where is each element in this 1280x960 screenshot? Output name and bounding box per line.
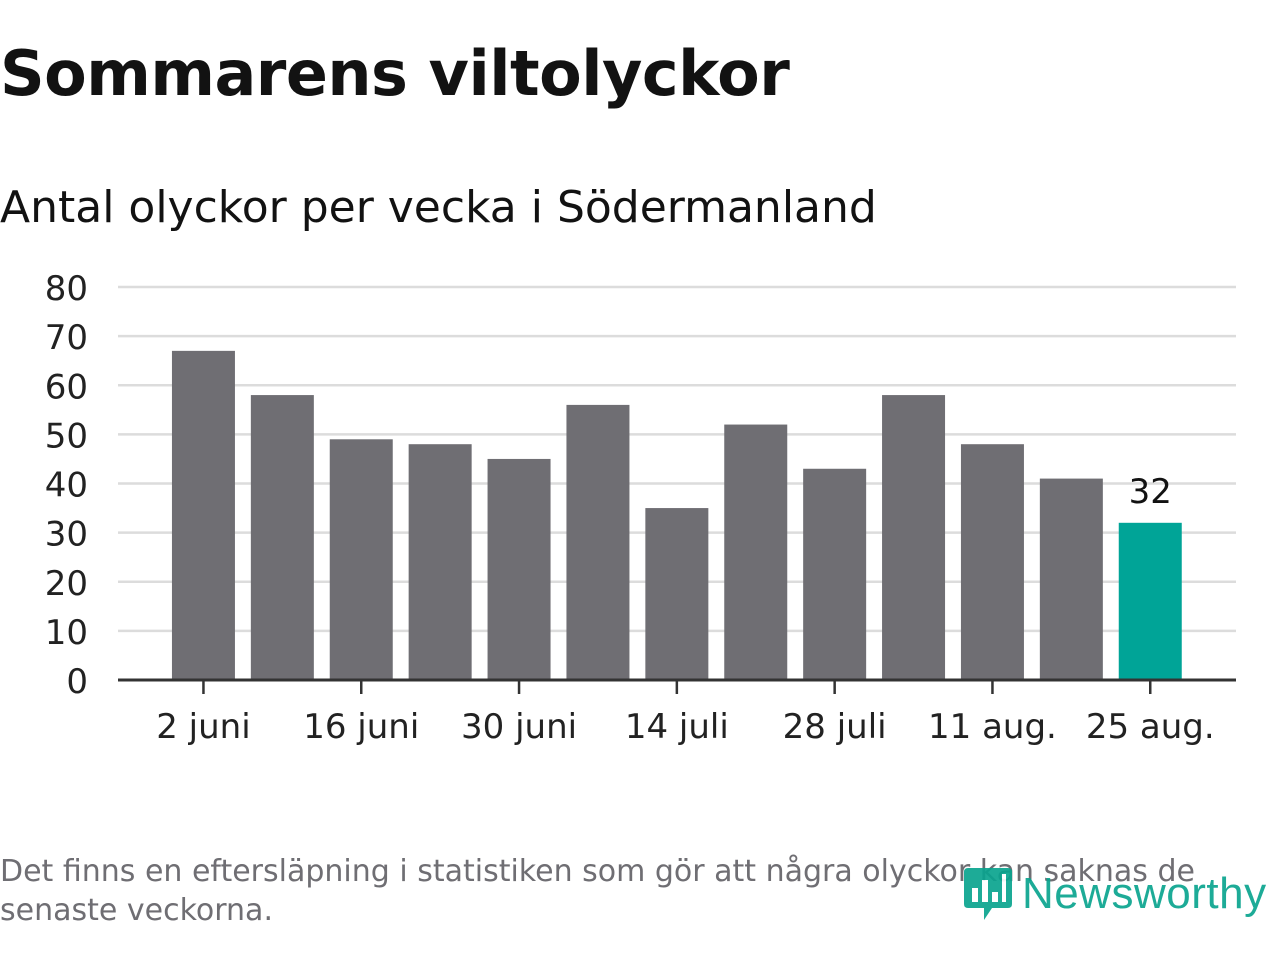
bar (250, 395, 314, 680)
y-tick-label: 60 (45, 367, 88, 407)
y-tick-label: 70 (45, 318, 88, 358)
x-tick-label: 25 aug. (1086, 707, 1215, 747)
bar (882, 395, 946, 680)
y-tick-label: 0 (66, 662, 88, 702)
bar (171, 350, 235, 680)
bar (960, 444, 1024, 680)
data-label: 32 (1129, 472, 1172, 512)
bar (487, 458, 551, 680)
bar (1118, 522, 1182, 680)
x-tick-label: 16 juni (303, 707, 419, 747)
chart-subtitle: Antal olyckor per vecka i Södermanland (0, 182, 877, 233)
bar (724, 424, 788, 680)
bar (645, 508, 709, 680)
y-tick-label: 20 (45, 564, 88, 604)
y-tick-label: 30 (45, 515, 88, 555)
y-tick-label: 10 (45, 613, 88, 653)
x-tick-label: 30 juni (461, 707, 577, 747)
x-tick-label: 2 juni (156, 707, 250, 747)
bar (408, 444, 472, 680)
bar (566, 404, 630, 680)
y-tick-label: 80 (45, 269, 88, 309)
x-tick-label: 14 juli (625, 707, 729, 747)
bar (1039, 478, 1103, 680)
newsworthy-logo-text: Newsworthy (1022, 869, 1267, 918)
x-tick-label: 11 aug. (928, 707, 1057, 747)
newsworthy-logo-icon (964, 868, 1012, 920)
y-tick-label: 40 (45, 466, 88, 506)
y-tick-label: 50 (45, 416, 88, 456)
chart-title: Sommarens viltolyckor (0, 37, 790, 110)
bar (329, 439, 393, 680)
newsworthy-logo: Newsworthy (962, 862, 1267, 926)
bar (803, 468, 867, 680)
x-tick-label: 28 juli (783, 707, 887, 747)
